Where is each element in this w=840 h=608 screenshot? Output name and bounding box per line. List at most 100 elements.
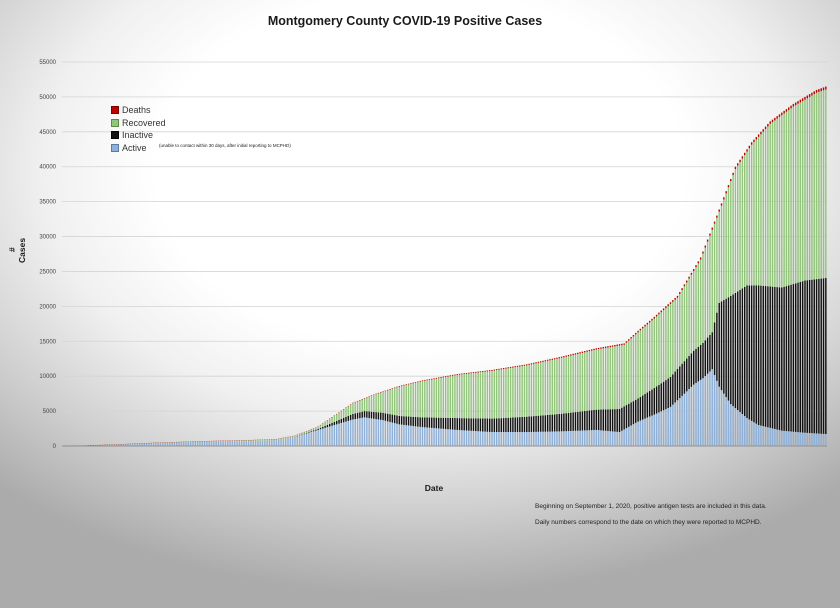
bar-segment-active [597,430,600,446]
bar-segment-deaths [637,330,639,333]
bar-segment-active [799,432,802,446]
bar-segment-deaths [811,92,813,96]
bar-segment-inactive [588,410,591,431]
bar-segment-deaths [628,339,630,341]
bar-segment-inactive [447,417,449,430]
bar-segment-recovered [711,229,713,333]
bar-segment-deaths [361,399,363,400]
bar-segment-inactive [454,418,456,430]
bar-segment-inactive [688,355,690,390]
bar-segment-deaths [709,233,711,236]
bar-segment-active [546,431,549,446]
bar-segment-active [648,416,651,446]
bar-segment-active [720,390,723,446]
bar-segment-inactive [393,415,396,424]
bar-segment-recovered [233,440,236,442]
bar-segment-active [247,441,250,446]
bar-segment-deaths [470,372,472,374]
bar-segment-recovered [660,312,662,384]
bar-segment-inactive [593,409,595,431]
bar-segment-deaths [574,353,577,355]
bar-segment-inactive [329,423,331,427]
bar-segment-inactive [368,411,370,419]
bar-segment-deaths [781,112,783,116]
bar-segment-recovered [604,347,607,410]
bar-segment-inactive [764,286,767,427]
bar-segment-inactive [526,416,528,433]
bar-segment-deaths [563,356,565,358]
bar-segment-deaths [720,203,723,206]
bar-segment-active [227,441,229,446]
bar-segment-recovered [537,362,540,416]
bar-segment-recovered [822,90,825,279]
bar-segment-recovered [289,436,292,438]
bar-segment-recovered [739,162,741,290]
bar-segment-inactive [755,285,758,424]
bar-segment-recovered [706,241,709,338]
bar-segment-recovered [544,361,547,416]
bar-segment-recovered [512,367,514,418]
bar-segment-inactive [660,383,662,412]
bar-segment-inactive [419,417,421,427]
bar-segment-recovered [384,391,387,414]
bar-segment-inactive [781,287,783,431]
bar-segment-deaths [771,119,774,123]
bar-segment-deaths [625,341,628,343]
bar-segment-recovered [491,370,493,419]
bar-segment-active [169,442,171,446]
bar-segment-inactive [407,416,410,426]
bar-segment-deaths [801,98,804,102]
bar-segment-recovered [424,380,426,418]
bar-segment-active [264,440,266,446]
bar-segment-recovered [477,372,479,419]
bar-segment-deaths [433,378,435,380]
bar-segment-recovered [595,349,598,410]
bar-segment-inactive [648,391,651,417]
bar-segment-inactive [475,418,477,432]
bar-segment-recovered [597,349,600,410]
bar-segment-active [535,431,537,446]
bar-segment-recovered [699,259,702,345]
bar-segment-recovered [621,345,623,408]
bar-segment-recovered [421,381,424,418]
bar-segment-active [825,433,827,446]
bar-segment-deaths [690,272,693,275]
bar-segment-recovered [586,351,588,411]
bar-segment-recovered [352,403,354,414]
bar-segment-active [463,430,465,446]
bar-segment-active [477,431,479,446]
bar-segment-inactive [753,285,755,423]
bar-segment-recovered [454,375,456,419]
bar-segment-active [553,431,556,446]
bar-segment-deaths [484,370,486,372]
bar-segment-inactive [602,409,605,431]
bar-segment-recovered [579,353,581,412]
bar-segment-active [681,395,683,446]
bar-segment-active [273,440,275,446]
bar-segment-recovered [584,352,586,412]
bar-segment-active [152,443,155,446]
bar-segment-active [727,400,730,446]
bar-segment-recovered [261,439,264,441]
bar-segment-deaths [375,393,377,395]
bar-segment-deaths [697,261,700,264]
bar-segment-active [692,384,695,446]
bar-segment-active [437,428,440,446]
bar-segment-active [187,442,190,446]
bar-segment-inactive [498,418,500,433]
bar-segment-active [236,441,238,446]
bar-segment-deaths [386,389,389,391]
bar-segment-active [651,415,653,446]
bar-segment-inactive [762,285,764,427]
bar-segment-active [794,431,797,446]
bar-segment-deaths [551,358,554,360]
bar-segment-active [730,404,732,446]
bar-segment-recovered [801,101,804,282]
bar-segment-active [315,430,317,446]
bar-segment-recovered [407,384,410,417]
bar-segment-recovered [808,96,811,280]
bar-segment-inactive [523,416,526,433]
bar-segment-active [699,379,702,446]
bar-segment-active [352,419,354,446]
bar-segment-inactive [440,417,442,429]
